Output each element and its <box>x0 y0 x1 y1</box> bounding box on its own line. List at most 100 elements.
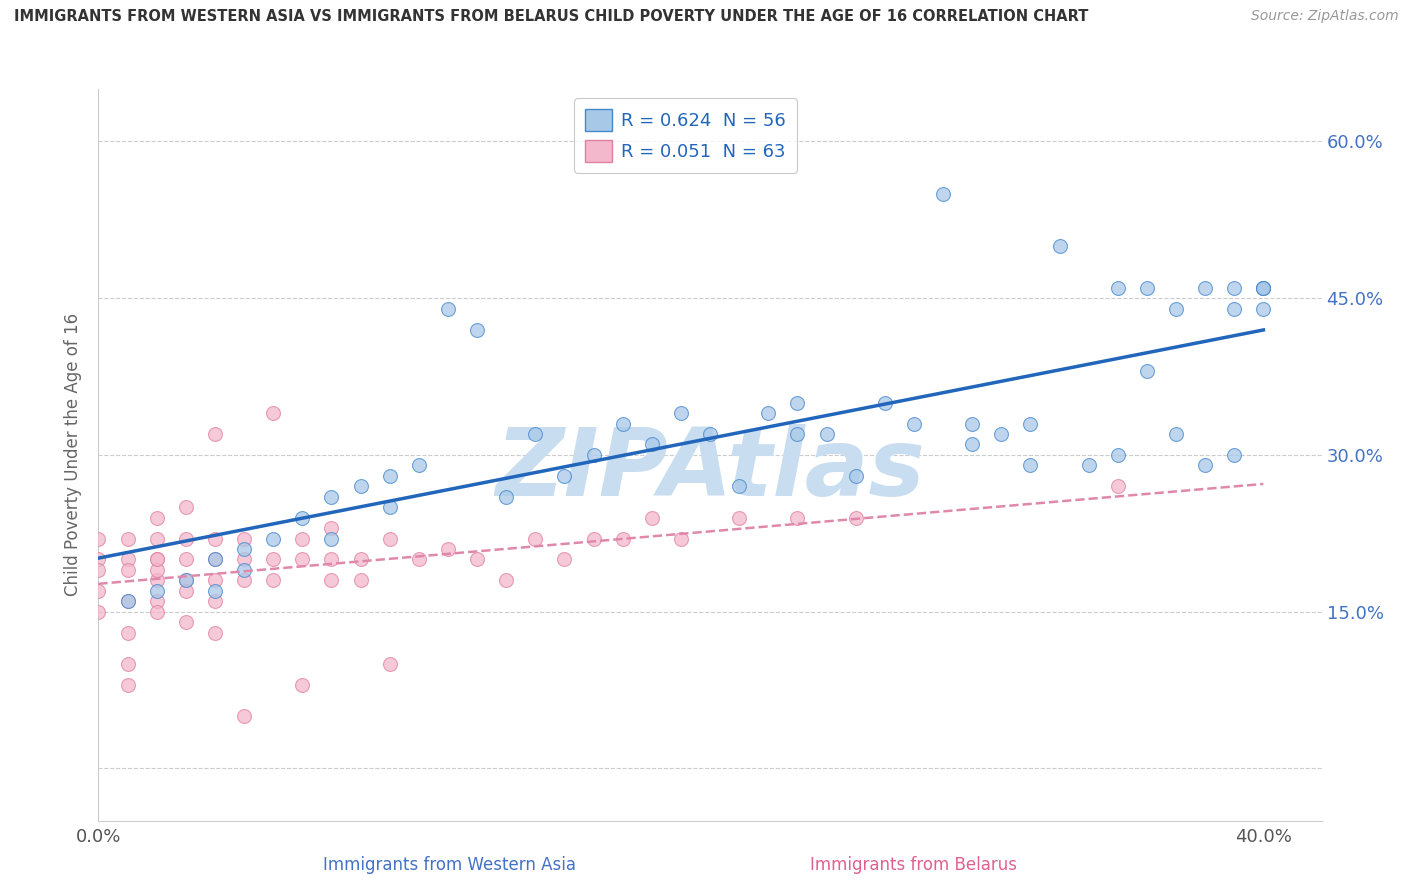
Point <box>117 552 139 566</box>
Point <box>437 541 460 556</box>
Point <box>873 395 896 409</box>
Point <box>845 468 868 483</box>
Point <box>204 532 226 546</box>
Point <box>1223 448 1246 462</box>
Text: Immigrants from Belarus: Immigrants from Belarus <box>810 855 1018 873</box>
Point <box>437 301 460 316</box>
Point <box>145 594 167 608</box>
Point <box>1107 479 1129 493</box>
Point <box>1253 281 1275 295</box>
Point <box>145 510 167 524</box>
Y-axis label: Child Poverty Under the Age of 16: Child Poverty Under the Age of 16 <box>65 313 83 597</box>
Point <box>495 574 517 588</box>
Point <box>145 552 167 566</box>
Point <box>786 510 808 524</box>
Point <box>1107 281 1129 295</box>
Point <box>321 574 343 588</box>
Point <box>378 468 401 483</box>
Point <box>669 406 692 420</box>
Point <box>612 417 634 431</box>
Point <box>582 532 605 546</box>
Point <box>669 532 692 546</box>
Point <box>291 510 314 524</box>
Point <box>1223 281 1246 295</box>
Point <box>349 574 371 588</box>
Point <box>117 594 139 608</box>
Point <box>87 552 110 566</box>
Point <box>1253 281 1275 295</box>
Point <box>641 510 664 524</box>
Point <box>378 657 401 671</box>
Point <box>145 563 167 577</box>
Point <box>903 417 925 431</box>
Point <box>117 657 139 671</box>
Point <box>408 458 430 473</box>
Point <box>233 532 256 546</box>
Point <box>174 615 197 629</box>
Point <box>756 406 779 420</box>
Point <box>117 594 139 608</box>
Point <box>174 532 197 546</box>
Point <box>1107 448 1129 462</box>
Point <box>786 427 808 442</box>
Point <box>117 563 139 577</box>
Point <box>204 552 226 566</box>
Point <box>262 574 284 588</box>
Point <box>349 552 371 566</box>
Point <box>174 583 197 598</box>
Point <box>582 448 605 462</box>
Point <box>262 552 284 566</box>
Point <box>204 583 226 598</box>
Point <box>321 532 343 546</box>
Point <box>204 427 226 442</box>
Point <box>378 532 401 546</box>
Point <box>465 322 488 336</box>
Point <box>204 574 226 588</box>
Point <box>1019 458 1042 473</box>
Point <box>1194 281 1216 295</box>
Point <box>321 521 343 535</box>
Point <box>641 437 664 451</box>
Point <box>204 552 226 566</box>
Point <box>1077 458 1099 473</box>
Point <box>87 583 110 598</box>
Point <box>87 605 110 619</box>
Point <box>1019 417 1042 431</box>
Point <box>233 552 256 566</box>
Point <box>291 532 314 546</box>
Point <box>553 468 575 483</box>
Text: Immigrants from Western Asia: Immigrants from Western Asia <box>323 855 576 873</box>
Point <box>174 552 197 566</box>
Point <box>524 532 547 546</box>
Point <box>815 427 838 442</box>
Point <box>204 594 226 608</box>
Point <box>233 563 256 577</box>
Point <box>291 678 314 692</box>
Point <box>117 625 139 640</box>
Point <box>786 395 808 409</box>
Point <box>87 532 110 546</box>
Point <box>204 625 226 640</box>
Point <box>145 552 167 566</box>
Text: ZIPAtlas: ZIPAtlas <box>495 424 925 516</box>
Point <box>553 552 575 566</box>
Point <box>145 605 167 619</box>
Text: Source: ZipAtlas.com: Source: ZipAtlas.com <box>1251 9 1399 23</box>
Point <box>1136 364 1159 378</box>
Point <box>990 427 1012 442</box>
Point <box>699 427 721 442</box>
Point <box>117 678 139 692</box>
Point <box>378 500 401 515</box>
Point <box>728 479 751 493</box>
Point <box>728 510 751 524</box>
Point <box>1164 301 1187 316</box>
Point <box>145 583 167 598</box>
Point <box>1253 281 1275 295</box>
Point <box>1136 281 1159 295</box>
Point <box>960 437 983 451</box>
Point <box>1253 301 1275 316</box>
Point <box>408 552 430 566</box>
Point <box>233 541 256 556</box>
Point <box>321 490 343 504</box>
Point <box>1223 301 1246 316</box>
